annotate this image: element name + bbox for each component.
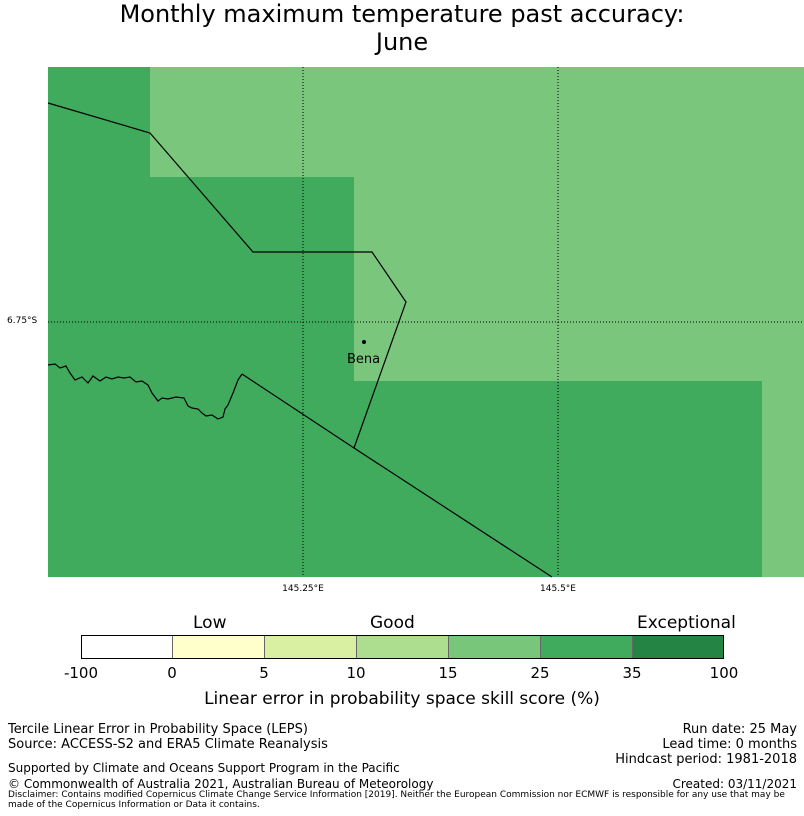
lon-label-145-5: 145.5°E — [540, 584, 576, 594]
colorbar-tick: 25 — [530, 664, 550, 682]
copyright-text: © Commonwealth of Australia 2021, Austra… — [8, 777, 434, 791]
category-low: Low — [193, 613, 227, 633]
info-left: Tercile Linear Error in Probability Spac… — [8, 722, 328, 752]
boundary-south — [241, 373, 553, 578]
chart-title: Monthly maximum temperature past accurac… — [0, 0, 804, 56]
lat-label: 6.75°S — [7, 316, 38, 326]
info-right: Run date: 25 May Lead time: 0 months Hin… — [615, 722, 797, 767]
colorbar-segment — [173, 636, 265, 658]
colorbar-segment — [265, 636, 357, 658]
title-line-2: June — [375, 28, 429, 56]
grid-cell-light-top — [150, 67, 804, 177]
colorbar-tick: 0 — [167, 664, 177, 682]
place-label-bena: Bena — [347, 352, 381, 367]
colorbar-segment — [541, 636, 633, 658]
colorbar-segment — [357, 636, 449, 658]
support-text: Supported by Climate and Oceans Support … — [8, 761, 400, 775]
colorbar-tick: 10 — [346, 664, 366, 682]
graticule — [48, 67, 804, 577]
run-date-text: Run date: 25 May — [682, 722, 797, 737]
hindcast-text: Hindcast period: 1981-2018 — [615, 752, 797, 767]
grid-cell-light-right-upper — [354, 177, 804, 381]
colorbar-label: Linear error in probability space skill … — [204, 689, 600, 709]
bena-marker — [362, 340, 366, 344]
colorbar-tick: 35 — [622, 664, 642, 682]
lon-label-145-25: 145.25°E — [282, 584, 324, 594]
category-good: Good — [370, 613, 415, 633]
boundary-north — [47, 102, 407, 449]
colorbar-segment — [449, 636, 541, 658]
boundary-river — [47, 363, 243, 420]
province-boundaries — [47, 102, 553, 578]
colorbar-tick: 5 — [259, 664, 269, 682]
disclaimer-text: Disclaimer: Contains modified Copernicus… — [8, 790, 785, 810]
lead-time-text: Lead time: 0 months — [662, 737, 797, 752]
source-text: Source: ACCESS-S2 and ERA5 Climate Reana… — [8, 737, 328, 752]
colorbar-tick: 15 — [438, 664, 458, 682]
colorbar-segment — [633, 636, 723, 658]
grid-cell-light-right-edge — [762, 381, 804, 577]
title-line-1: Monthly maximum temperature past accurac… — [119, 0, 685, 28]
colorbar-tick: 100 — [709, 664, 739, 682]
category-exceptional: Exceptional — [637, 613, 736, 633]
colorbar-tick: -100 — [63, 664, 99, 682]
colorbar — [81, 635, 724, 659]
map-canvas — [47, 67, 804, 578]
colorbar-segment — [82, 636, 173, 658]
created-text: Created: 03/11/2021 — [672, 777, 797, 791]
method-text: Tercile Linear Error in Probability Spac… — [8, 722, 308, 737]
